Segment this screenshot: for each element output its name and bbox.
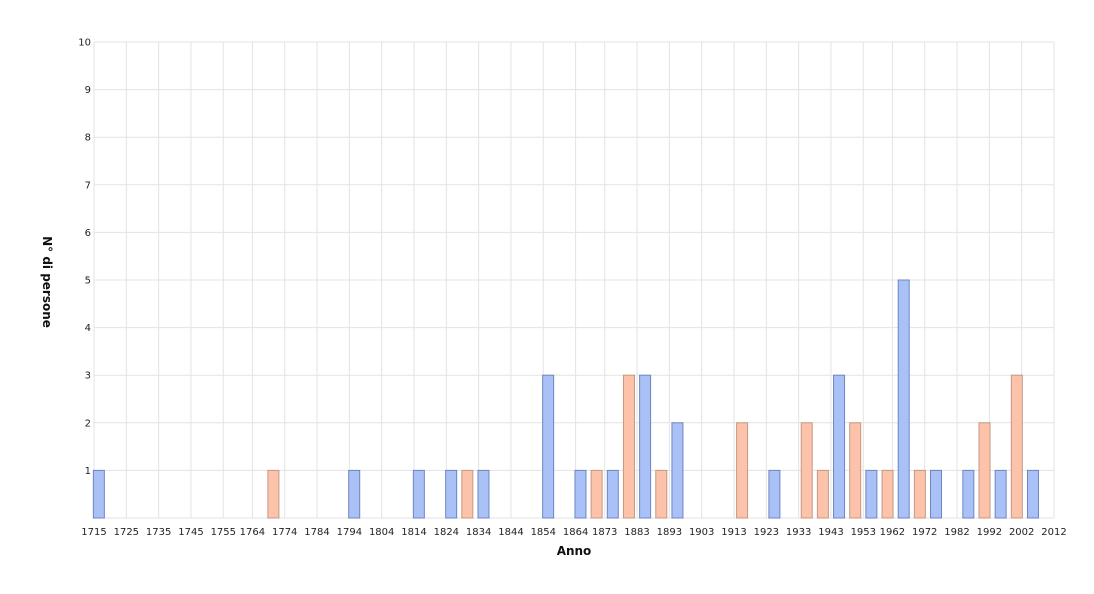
x-tick-label: 1972 xyxy=(912,527,937,538)
x-tick-label: 1814 xyxy=(401,527,426,538)
bar-blue xyxy=(994,469,1007,519)
bar-blue xyxy=(897,279,910,519)
bar-blue xyxy=(477,469,490,519)
bar-salmon xyxy=(1010,374,1023,519)
y-tick-label: 5 xyxy=(85,276,91,287)
x-tick-label: 1903 xyxy=(689,527,714,538)
x-tick-label: 1883 xyxy=(624,527,649,538)
bar-blue xyxy=(865,469,878,519)
x-tick-label: 1735 xyxy=(146,527,171,538)
y-axis-title: N° di persone xyxy=(40,236,54,328)
bar-blue xyxy=(1026,469,1039,519)
bar-blue xyxy=(606,469,619,519)
y-tick-label: 3 xyxy=(85,371,91,382)
bar-salmon xyxy=(622,374,635,519)
bar-blue xyxy=(768,469,781,519)
y-tick-label: 4 xyxy=(85,323,91,334)
x-tick-label: 1854 xyxy=(531,527,556,538)
bar-blue xyxy=(671,422,684,519)
x-tick-label: 1745 xyxy=(178,527,203,538)
bar-blue xyxy=(930,469,943,519)
x-tick-label: 2002 xyxy=(1009,527,1034,538)
bar-salmon xyxy=(800,422,813,519)
bar-salmon xyxy=(461,469,474,519)
x-tick-label: 1982 xyxy=(944,527,969,538)
x-tick-label: 1764 xyxy=(240,527,265,538)
x-tick-label: 1893 xyxy=(657,527,682,538)
x-tick-label: 1824 xyxy=(434,527,459,538)
bar-blue xyxy=(445,469,458,519)
bar-blue xyxy=(542,374,555,519)
bar-salmon xyxy=(267,469,280,519)
bar-salmon xyxy=(913,469,926,519)
x-tick-label: 1804 xyxy=(369,527,394,538)
x-tick-label: 1755 xyxy=(211,527,236,538)
x-tick-label: 1992 xyxy=(977,527,1002,538)
bar-blue xyxy=(574,469,587,519)
bar-salmon xyxy=(849,422,862,519)
y-tick-label: 9 xyxy=(85,85,91,96)
x-tick-label: 1834 xyxy=(466,527,491,538)
x-tick-label: 1923 xyxy=(754,527,779,538)
x-tick-label: 1784 xyxy=(304,527,329,538)
bar-blue xyxy=(348,469,361,519)
bar-blue xyxy=(962,469,975,519)
bar-salmon xyxy=(816,469,829,519)
x-tick-label: 1933 xyxy=(786,527,811,538)
x-tick-label: 1725 xyxy=(114,527,139,538)
x-axis-title: Anno xyxy=(557,544,592,558)
x-tick-label: 1774 xyxy=(272,527,297,538)
x-tick-label: 1953 xyxy=(851,527,876,538)
y-tick-label: 6 xyxy=(85,228,91,239)
x-tick-labels: 1715 1725 1735 1745 1755 1764 1774 1784 1794 1804… xyxy=(81,527,1066,538)
bars xyxy=(92,279,1039,519)
x-tick-label: 1864 xyxy=(563,527,588,538)
x-tick-label: 1844 xyxy=(498,527,523,538)
x-tick-label: 1794 xyxy=(337,527,362,538)
x-tick-label: 2012 xyxy=(1041,527,1066,538)
grid xyxy=(93,41,1055,519)
y-tick-labels: 1 2 3 4 5 6 7 8 9 10 xyxy=(78,38,91,477)
y-tick-label: 8 xyxy=(85,133,91,144)
bar-salmon xyxy=(590,469,603,519)
y-tick-label: 10 xyxy=(78,38,91,49)
bar-salmon xyxy=(881,469,894,519)
bar-salmon xyxy=(978,422,991,519)
bar-blue xyxy=(92,469,105,519)
x-tick-label: 1962 xyxy=(880,527,905,538)
x-tick-label: 1913 xyxy=(721,527,746,538)
y-tick-label: 7 xyxy=(85,180,91,191)
y-tick-label: 1 xyxy=(85,466,91,477)
bar-blue xyxy=(833,374,846,519)
bar-salmon xyxy=(655,469,668,519)
bar-blue xyxy=(639,374,652,519)
x-tick-label: 1943 xyxy=(818,527,843,538)
bar-blue xyxy=(412,469,425,519)
x-tick-label: 1873 xyxy=(592,527,617,538)
y-tick-label: 2 xyxy=(85,418,91,429)
bar-salmon xyxy=(736,422,749,519)
x-tick-label: 1715 xyxy=(81,527,106,538)
